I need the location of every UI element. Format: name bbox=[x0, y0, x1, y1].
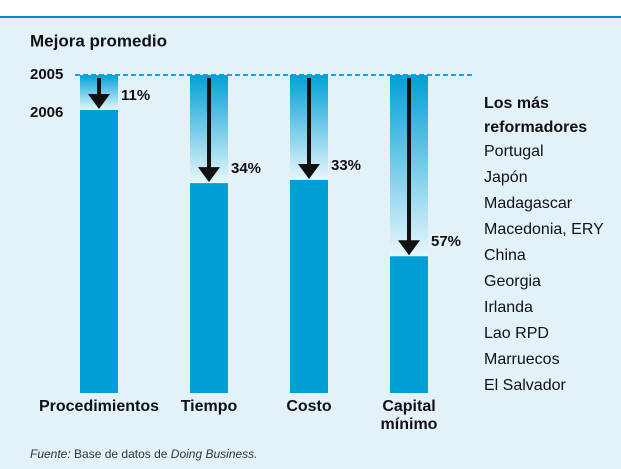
x-tick-label: Tiempo bbox=[180, 398, 238, 415]
bar bbox=[190, 183, 228, 393]
list-item: Lao RPD bbox=[484, 325, 549, 342]
value-label: 57% bbox=[431, 233, 461, 250]
arrow-head bbox=[398, 240, 420, 256]
list-item: Marruecos bbox=[484, 351, 560, 368]
list-item: Macedonia, ERY bbox=[484, 221, 604, 238]
side-title: Los más reformadores bbox=[484, 95, 588, 136]
list-item: Japón bbox=[484, 169, 528, 186]
arrow-head bbox=[88, 93, 110, 109]
bar bbox=[390, 256, 428, 393]
value-label: 11% bbox=[121, 87, 150, 104]
source-text: Base de datos de bbox=[74, 447, 168, 461]
x-tick-label: Costo bbox=[286, 398, 332, 415]
period-label: 2006 bbox=[30, 104, 63, 121]
x-tick-label: Procedimientos bbox=[38, 398, 160, 415]
arrow-head bbox=[198, 167, 220, 183]
source: Fuente: Base de datos de Doing Business. bbox=[30, 447, 258, 461]
list-item: Madagascar bbox=[484, 195, 573, 212]
value-label: 34% bbox=[231, 160, 261, 177]
value-label: 33% bbox=[331, 157, 361, 174]
source-label: Fuente: bbox=[30, 447, 71, 461]
chart-title: Mejora promedio bbox=[30, 31, 167, 50]
list-item: Portugal bbox=[484, 143, 544, 160]
bar bbox=[80, 109, 118, 393]
list-item: Irlanda bbox=[484, 299, 533, 316]
list-item: China bbox=[484, 247, 526, 264]
top-rule bbox=[0, 16, 621, 18]
x-tick-label: Capital mínimo bbox=[380, 398, 438, 433]
arrow-head bbox=[298, 163, 320, 179]
bar bbox=[290, 179, 328, 393]
source-text: Doing Business. bbox=[170, 447, 258, 461]
period-label: 2005 bbox=[30, 66, 63, 83]
list-item: El Salvador bbox=[484, 377, 566, 394]
list-item: Georgia bbox=[484, 273, 541, 290]
